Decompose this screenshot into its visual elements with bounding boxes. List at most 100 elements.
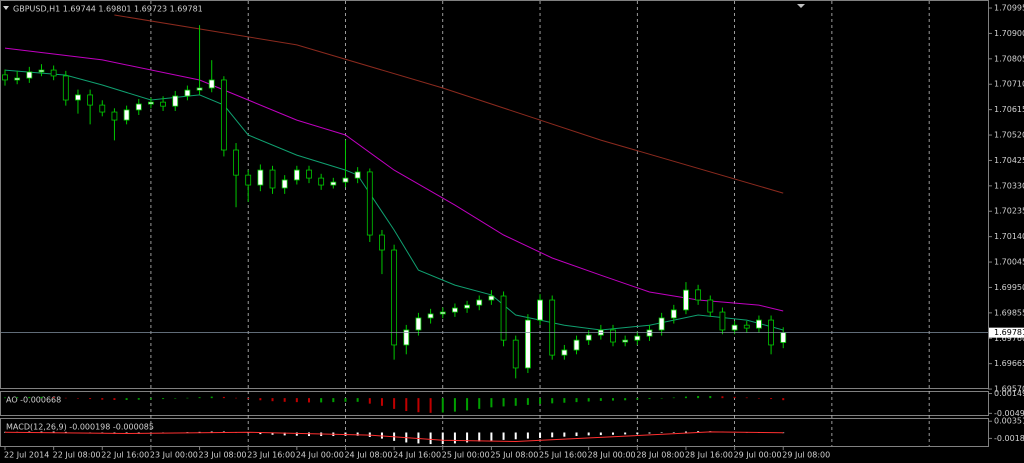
indicator-bar: [575, 398, 578, 403]
indicator-bar: [490, 432, 493, 441]
x-tick-label: 29 Jul 08:00: [782, 451, 830, 460]
candle-body: [184, 89, 191, 97]
indicator-bar: [453, 398, 456, 412]
candle-body: [719, 311, 726, 331]
candle-body: [318, 177, 325, 186]
y-tick-label: 1.70330: [994, 181, 1024, 190]
y-tick-label: 0.001499: [994, 389, 1024, 398]
candle-body: [269, 169, 276, 189]
scroll-marker: [797, 4, 805, 8]
indicator-bar: [235, 397, 238, 399]
candle-body: [573, 339, 580, 351]
y-tick-label: 1.70615: [994, 105, 1024, 114]
x-tick-label: 28 Jul 00:00: [588, 451, 636, 460]
candle-body: [14, 77, 21, 81]
candle-body: [281, 179, 288, 189]
macd-pane: [0, 418, 989, 447]
indicator-bar: [502, 398, 505, 407]
candle-body: [683, 289, 689, 311]
indicator-bar: [624, 432, 627, 435]
candle-body: [756, 319, 762, 329]
indicator-bar: [40, 431, 43, 433]
indicator-bar: [526, 432, 529, 439]
indicator-bar: [52, 431, 55, 433]
candle-body: [172, 95, 179, 107]
indicator-bar: [405, 398, 408, 412]
candle-body: [500, 295, 507, 341]
candle-body: [257, 169, 264, 186]
chart-title: GBPUSD,H1 1.69744 1.69801 1.69723 1.6978…: [13, 5, 203, 14]
candle-body: [50, 69, 57, 77]
indicator-bar: [76, 398, 79, 399]
candle-body: [148, 101, 154, 105]
candle-body: [403, 329, 410, 346]
candle-body: [743, 324, 750, 329]
candle-body: [135, 103, 142, 111]
indicator-bar: [587, 398, 590, 402]
indicator-bar: [563, 398, 566, 403]
candle-body: [537, 299, 543, 321]
indicator-bar: [684, 396, 687, 399]
candle-body: [293, 169, 300, 181]
candle-body: [208, 79, 215, 89]
last-price-box: [989, 327, 1024, 338]
indicator-bar: [684, 431, 687, 433]
indicator-bar: [587, 432, 590, 436]
candle-body: [87, 94, 94, 106]
candle-body: [2, 74, 8, 81]
candle-body: [245, 174, 252, 186]
indicator-bar: [89, 398, 92, 400]
candle-body: [464, 304, 470, 309]
indicator-bar: [660, 432, 663, 433]
indicator-bar: [624, 398, 627, 401]
indicator-bar: [64, 397, 67, 399]
indicator-bar: [4, 397, 6, 399]
indicator-bar: [393, 398, 396, 409]
x-tick-label: 25 Jul 08:00: [490, 451, 538, 460]
indicator-bar: [466, 398, 469, 411]
indicator-bar: [320, 398, 323, 403]
candle-body: [512, 339, 519, 369]
y-tick-label: 1.70520: [994, 131, 1024, 140]
indicator-bar: [575, 432, 578, 437]
indicator-bar: [612, 432, 614, 435]
indicator-bar: [380, 398, 383, 406]
indicator-label: AO -0.000668: [6, 396, 61, 405]
moving-average: [114, 14, 784, 194]
indicator-bar: [757, 398, 760, 399]
candle-body: [99, 104, 106, 113]
y-tick-label: 1.69950: [994, 283, 1024, 292]
moving-average: [4, 47, 784, 312]
indicator-bar: [40, 396, 43, 399]
indicator-bar: [137, 398, 140, 400]
indicator-bar: [660, 398, 663, 399]
indicator-bar: [770, 398, 773, 400]
indicator-bar: [417, 398, 420, 413]
y-tick-label: 1.69570: [994, 385, 1024, 394]
candle-body: [220, 79, 227, 151]
indicator-bar: [599, 432, 602, 436]
indicator-bar: [514, 398, 517, 406]
y-tick-label: 1.70140: [994, 232, 1024, 241]
x-tick-label: 24 Jul 08:00: [344, 451, 392, 460]
candle-body: [233, 149, 239, 176]
indicator-bar: [526, 398, 529, 405]
candle-body: [391, 249, 398, 346]
indicator-bar: [429, 432, 432, 445]
indicator-bar: [198, 431, 201, 433]
candle-body: [646, 329, 653, 337]
y-tick-label: 1.70995: [994, 4, 1024, 13]
main-pane: [0, 0, 989, 389]
indicator-bar: [16, 397, 19, 399]
indicator-bar: [782, 432, 785, 434]
y-tick-label: 1.70805: [994, 54, 1024, 63]
indicator-bar: [466, 432, 469, 443]
indicator-bar: [672, 432, 675, 433]
candle-body: [427, 313, 434, 319]
indicator-bar: [125, 398, 128, 400]
candle-body: [780, 332, 787, 343]
indicator-bar: [539, 398, 542, 404]
indicator-bar: [162, 398, 165, 400]
